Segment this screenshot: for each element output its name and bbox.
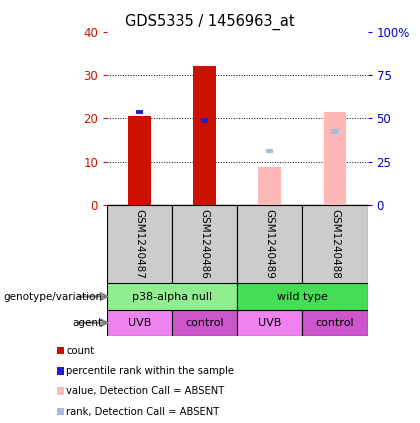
Bar bbox=[128, 116, 151, 205]
Text: wild type: wild type bbox=[277, 291, 328, 302]
Text: GSM1240489: GSM1240489 bbox=[265, 209, 275, 279]
Text: control: control bbox=[186, 318, 224, 328]
Text: GSM1240488: GSM1240488 bbox=[330, 209, 340, 279]
Bar bbox=[331, 129, 339, 134]
Text: percentile rank within the sample: percentile rank within the sample bbox=[66, 366, 234, 376]
Text: control: control bbox=[316, 318, 354, 328]
Bar bbox=[107, 205, 172, 283]
Text: count: count bbox=[66, 346, 94, 356]
Bar bbox=[323, 112, 346, 205]
Bar bbox=[107, 283, 237, 310]
Bar bbox=[266, 149, 273, 153]
Bar bbox=[172, 310, 237, 336]
Bar bbox=[136, 110, 143, 114]
Text: agent: agent bbox=[73, 318, 103, 328]
Text: GSM1240487: GSM1240487 bbox=[135, 209, 144, 279]
Bar bbox=[237, 205, 302, 283]
Bar bbox=[302, 310, 368, 336]
Text: p38-alpha null: p38-alpha null bbox=[132, 291, 212, 302]
Bar bbox=[107, 310, 172, 336]
Text: UVB: UVB bbox=[128, 318, 151, 328]
Bar bbox=[258, 167, 281, 205]
Bar bbox=[237, 283, 368, 310]
Text: UVB: UVB bbox=[258, 318, 281, 328]
Bar bbox=[172, 205, 237, 283]
Bar bbox=[302, 205, 368, 283]
Text: value, Detection Call = ABSENT: value, Detection Call = ABSENT bbox=[66, 386, 225, 396]
Text: GDS5335 / 1456963_at: GDS5335 / 1456963_at bbox=[125, 14, 295, 30]
Bar bbox=[193, 66, 216, 205]
Bar bbox=[237, 310, 302, 336]
Text: genotype/variation: genotype/variation bbox=[4, 291, 103, 302]
Text: rank, Detection Call = ABSENT: rank, Detection Call = ABSENT bbox=[66, 407, 220, 417]
Text: GSM1240486: GSM1240486 bbox=[200, 209, 210, 279]
Bar bbox=[201, 118, 208, 123]
